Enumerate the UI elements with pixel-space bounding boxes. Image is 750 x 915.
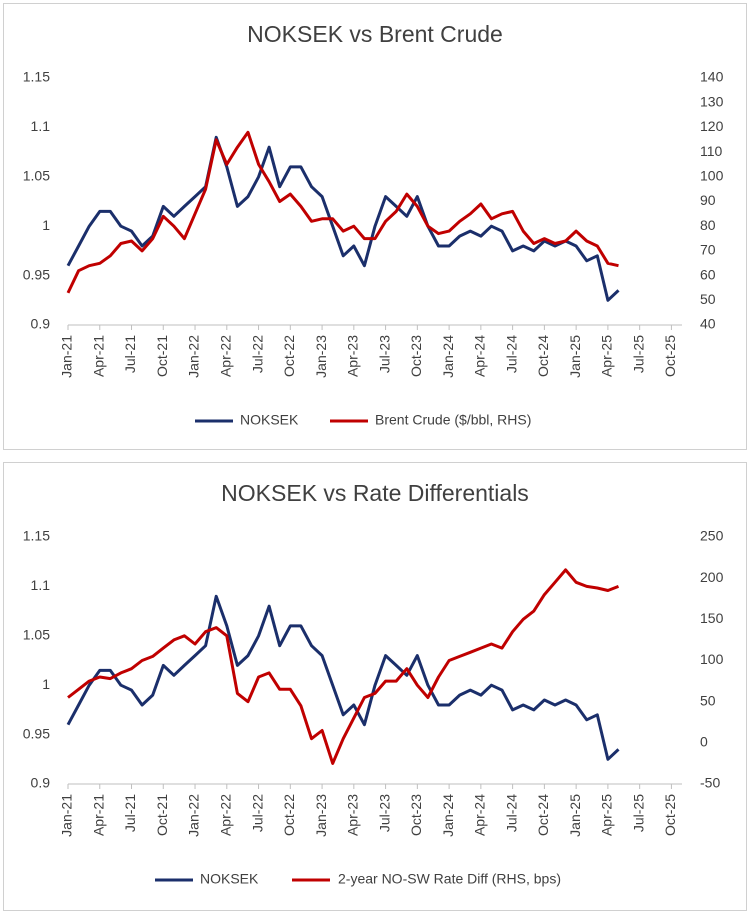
x-tick-label: Jul-24	[503, 335, 519, 373]
x-tick-label: Oct-25	[662, 794, 678, 836]
y2-tick-label: 70	[700, 242, 716, 258]
y2-tick-label: 40	[700, 316, 716, 332]
x-tick-label: Apr-25	[599, 794, 615, 836]
y2-tick-label: 80	[700, 217, 716, 233]
x-tick-label: Oct-24	[535, 794, 551, 836]
legend-label: Brent Crude ($/bbl, RHS)	[375, 412, 531, 428]
chart-title: NOKSEK vs Rate Differentials	[221, 480, 529, 506]
x-tick-label: Oct-23	[408, 794, 424, 836]
x-tick-label: Jul-23	[376, 794, 392, 832]
legend-label: NOKSEK	[240, 412, 299, 428]
x-tick-label: Oct-22	[281, 335, 297, 377]
legend-label: 2-year NO-SW Rate Diff (RHS, bps)	[338, 871, 561, 887]
y-tick-label: 1.15	[23, 69, 50, 85]
x-tick-label: Jan-22	[186, 335, 202, 378]
y2-tick-label: 50	[700, 692, 716, 708]
x-tick-label: Oct-21	[154, 794, 170, 836]
x-tick-label: Apr-21	[90, 794, 106, 836]
chart-title: NOKSEK vs Brent Crude	[247, 21, 503, 47]
x-tick-label: Jul-22	[249, 335, 265, 373]
y2-tick-label: 0	[700, 734, 708, 750]
x-tick-label: Jul-21	[122, 335, 138, 373]
x-tick-label: Apr-21	[90, 335, 106, 377]
series-line	[66, 135, 620, 302]
x-tick-label: Jan-23	[313, 794, 329, 837]
x-tick-label: Oct-24	[535, 335, 551, 377]
x-tick-label: Jan-25	[567, 335, 583, 378]
y-tick-label: 1.05	[23, 168, 50, 184]
x-tick-label: Oct-25	[662, 335, 678, 377]
x-tick-label: Jul-25	[630, 335, 646, 373]
y-tick-label: 1.15	[23, 528, 50, 544]
y2-tick-label: 90	[700, 192, 716, 208]
y2-tick-label: 130	[700, 93, 724, 109]
x-tick-label: Apr-25	[599, 335, 615, 377]
x-tick-label: Jul-23	[376, 335, 392, 373]
y2-tick-label: -50	[700, 775, 720, 791]
y-tick-label: 1.1	[31, 577, 51, 593]
x-tick-label: Apr-24	[472, 794, 488, 836]
x-tick-label: Jul-22	[249, 794, 265, 832]
y-tick-label: 1.1	[31, 118, 51, 134]
y2-tick-label: 250	[700, 528, 724, 544]
x-tick-label: Jan-21	[59, 335, 75, 378]
y2-tick-label: 120	[700, 118, 724, 134]
y2-tick-label: 100	[700, 651, 724, 667]
y2-tick-label: 100	[700, 168, 724, 184]
x-tick-label: Oct-23	[408, 335, 424, 377]
legend-label: NOKSEK	[200, 871, 259, 887]
y-tick-label: 1.05	[23, 627, 50, 643]
x-tick-label: Apr-23	[345, 335, 361, 377]
y-tick-label: 1	[42, 676, 50, 692]
x-tick-label: Jul-21	[122, 794, 138, 832]
y2-tick-label: 110	[700, 143, 723, 159]
series-line	[66, 130, 619, 294]
x-tick-label: Jan-21	[59, 794, 75, 837]
series-line	[66, 594, 620, 761]
y2-tick-label: 150	[700, 610, 724, 626]
x-tick-label: Oct-22	[281, 794, 297, 836]
y-tick-label: 0.95	[23, 266, 50, 282]
x-tick-label: Jan-24	[440, 335, 456, 378]
y-tick-label: 0.95	[23, 725, 50, 741]
series-line	[67, 568, 620, 765]
x-tick-label: Jan-23	[313, 335, 329, 378]
y2-tick-label: 60	[700, 266, 716, 282]
y-tick-label: 0.9	[31, 775, 51, 791]
x-tick-label: Jul-24	[503, 794, 519, 832]
x-tick-label: Oct-21	[154, 335, 170, 377]
x-tick-label: Apr-22	[217, 794, 233, 836]
x-tick-label: Apr-23	[345, 794, 361, 836]
y2-tick-label: 200	[700, 569, 724, 585]
x-tick-label: Jul-25	[630, 794, 646, 832]
y2-tick-label: 50	[700, 291, 716, 307]
x-tick-label: Jan-25	[567, 794, 583, 837]
x-tick-label: Apr-22	[217, 335, 233, 377]
y2-tick-label: 140	[700, 69, 724, 85]
x-tick-label: Jan-24	[440, 794, 456, 837]
y-tick-label: 0.9	[31, 316, 51, 332]
x-tick-label: Jan-22	[186, 794, 202, 837]
y-tick-label: 1	[42, 217, 50, 233]
x-tick-label: Apr-24	[472, 335, 488, 377]
